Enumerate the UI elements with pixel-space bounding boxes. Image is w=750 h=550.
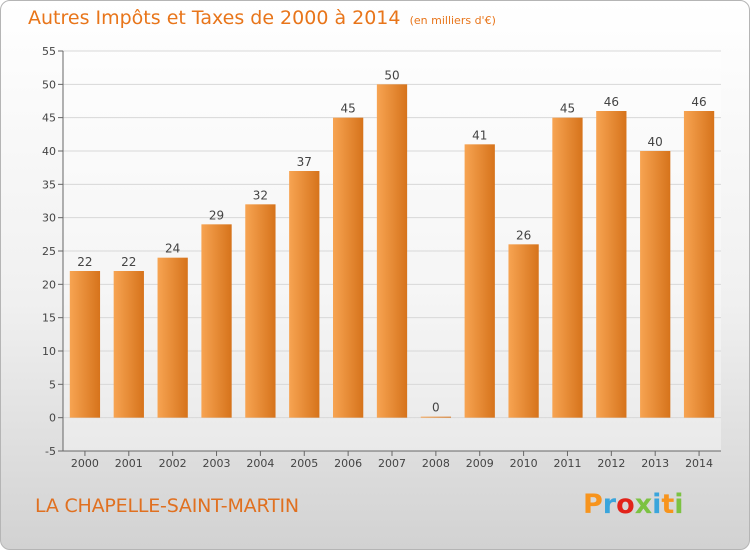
x-tick-label-2007: 2007 bbox=[378, 457, 406, 470]
x-tick-label-2006: 2006 bbox=[334, 457, 362, 470]
bar-2013 bbox=[640, 151, 671, 418]
y-tick-label: 15 bbox=[42, 312, 56, 325]
bar-2009 bbox=[464, 144, 495, 418]
chart-title-block: Autres Impôts et Taxes de 2000 à 2014 (e… bbox=[28, 7, 496, 29]
logo-letter: x bbox=[634, 489, 653, 520]
x-tick-label-2014: 2014 bbox=[685, 457, 713, 470]
y-tick-label: 40 bbox=[42, 145, 56, 158]
y-tick-label: 45 bbox=[42, 112, 56, 125]
x-tick-label-2001: 2001 bbox=[115, 457, 143, 470]
data-label-2009: 41 bbox=[472, 128, 487, 142]
x-tick-label-2000: 2000 bbox=[71, 457, 99, 470]
y-tick-label: 5 bbox=[49, 378, 56, 391]
y-tick-label: 10 bbox=[42, 345, 56, 358]
bar-2002 bbox=[157, 257, 188, 418]
data-label-2008: 0 bbox=[432, 401, 440, 415]
logo-letter: t bbox=[661, 489, 675, 520]
x-tick-label-2003: 2003 bbox=[203, 457, 231, 470]
x-tick-label-2004: 2004 bbox=[246, 457, 274, 470]
data-label-2012: 46 bbox=[604, 95, 619, 109]
data-label-2004: 32 bbox=[253, 188, 268, 202]
y-tick-label: 30 bbox=[42, 212, 56, 225]
data-label-2005: 37 bbox=[297, 155, 312, 169]
data-label-2011: 45 bbox=[560, 102, 575, 116]
bar-2010 bbox=[508, 244, 539, 418]
logo-letter: i bbox=[652, 489, 662, 520]
proxiti-logo[interactable]: Proxiti bbox=[583, 489, 684, 520]
logo-letter: r bbox=[602, 489, 617, 520]
bar-2006 bbox=[332, 117, 364, 418]
y-tick-label: 35 bbox=[42, 178, 56, 191]
y-tick-label: 20 bbox=[42, 278, 56, 291]
bar-2005 bbox=[289, 171, 320, 418]
y-tick-label: 0 bbox=[49, 412, 56, 425]
chart-title: Autres Impôts et Taxes de 2000 à 2014 bbox=[28, 7, 401, 29]
chart-unit: (en milliers d'€) bbox=[409, 14, 496, 27]
x-tick-label-2005: 2005 bbox=[290, 457, 318, 470]
x-tick-label-2010: 2010 bbox=[510, 457, 538, 470]
bar-2000 bbox=[69, 271, 101, 418]
x-tick-label-2008: 2008 bbox=[422, 457, 450, 470]
bar-2001 bbox=[113, 271, 144, 418]
bar-2012 bbox=[596, 111, 627, 418]
logo-letter: o bbox=[616, 489, 635, 520]
bar-2007 bbox=[376, 84, 408, 418]
bar-2008 bbox=[420, 416, 452, 418]
data-label-2000: 22 bbox=[77, 255, 92, 269]
bar-2004 bbox=[245, 204, 276, 418]
x-tick-label-2002: 2002 bbox=[159, 457, 187, 470]
x-tick-label-2012: 2012 bbox=[597, 457, 625, 470]
data-label-2013: 40 bbox=[648, 135, 663, 149]
data-label-2007: 50 bbox=[384, 68, 399, 82]
y-tick-label: 55 bbox=[42, 45, 56, 58]
y-tick-label: -5 bbox=[45, 445, 56, 458]
x-tick-label-2009: 2009 bbox=[466, 457, 494, 470]
y-tick-label: 25 bbox=[42, 245, 56, 258]
bar-2003 bbox=[201, 224, 232, 418]
y-tick-label: 50 bbox=[42, 78, 56, 91]
data-label-2001: 22 bbox=[121, 255, 136, 269]
logo-letter: P bbox=[583, 489, 603, 520]
x-tick-label-2013: 2013 bbox=[641, 457, 669, 470]
logo-letter: i bbox=[674, 489, 684, 520]
commune-name: LA CHAPELLE-SAINT-MARTIN bbox=[35, 495, 299, 517]
data-label-2006: 45 bbox=[340, 102, 355, 116]
data-label-2002: 24 bbox=[165, 242, 180, 256]
x-tick-label-2011: 2011 bbox=[553, 457, 581, 470]
bar-2014 bbox=[683, 111, 715, 418]
bar-2011 bbox=[552, 117, 583, 418]
data-label-2010: 26 bbox=[516, 228, 531, 242]
data-label-2003: 29 bbox=[209, 208, 224, 222]
data-label-2014: 46 bbox=[691, 95, 706, 109]
